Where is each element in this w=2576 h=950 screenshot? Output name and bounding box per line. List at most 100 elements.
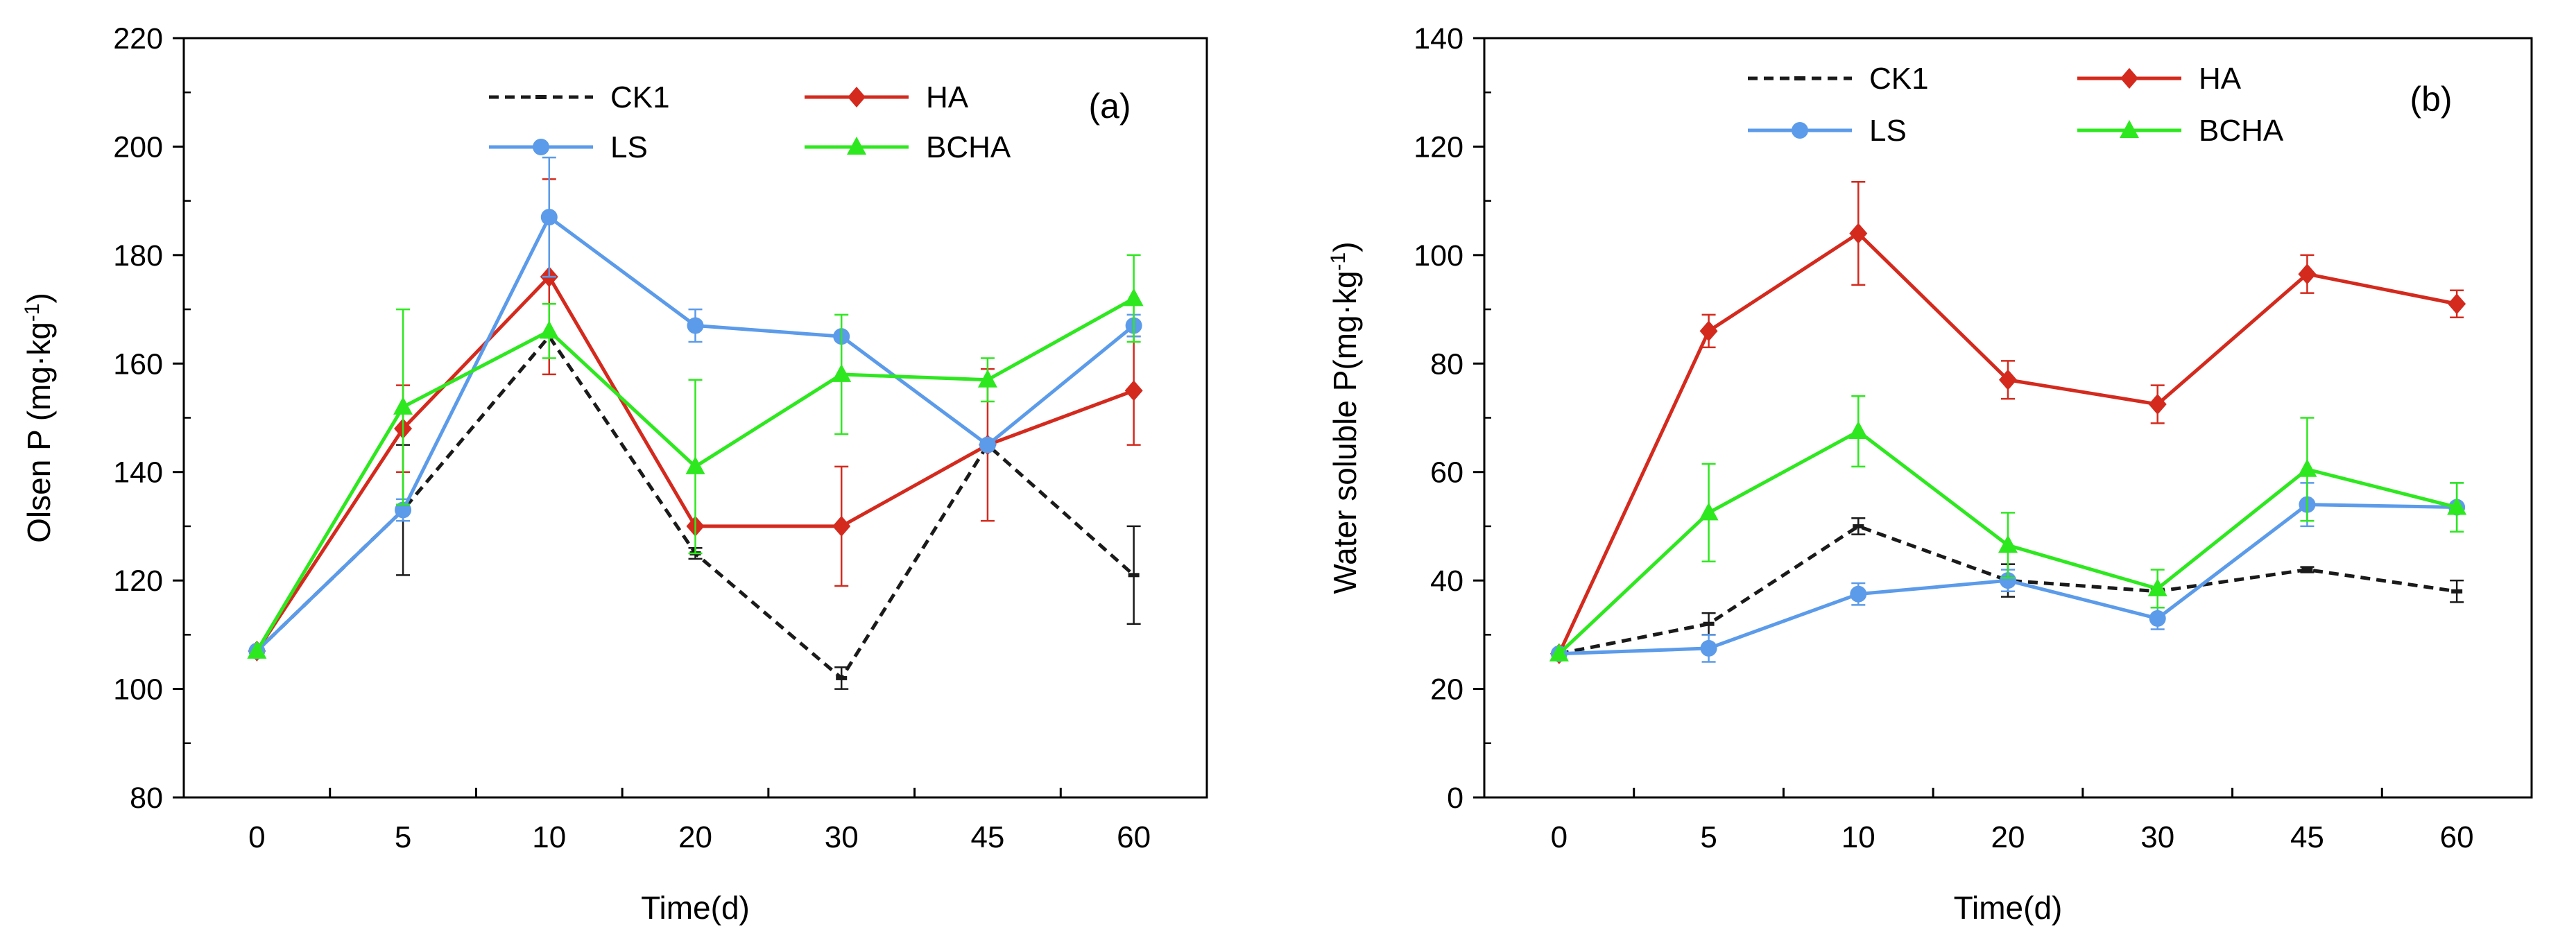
panel-label: (a) bbox=[1088, 87, 1131, 126]
data-point bbox=[2451, 589, 2463, 594]
data-point bbox=[2297, 458, 2317, 477]
data-point bbox=[977, 369, 997, 388]
data-point bbox=[2147, 578, 2167, 596]
data-point bbox=[1699, 502, 1719, 521]
y-tick-label: 80 bbox=[1430, 347, 1463, 381]
legend-label: BCHA bbox=[926, 130, 1011, 164]
data-point bbox=[1850, 585, 1867, 603]
panel-label: (b) bbox=[2410, 80, 2452, 119]
y-axis-title: Olsen P (mg·kg-1) bbox=[21, 293, 57, 543]
legend-label: LS bbox=[1869, 114, 1907, 148]
x-tick-label: 30 bbox=[2140, 820, 2174, 854]
y-axis-title-main: Water soluble P(mg·kg bbox=[1327, 270, 1363, 594]
data-point bbox=[2149, 610, 2166, 627]
chart-b: 0 20 40 60 80 100 120 140 0 5 10 20 30 45 60 Time(d) Wat… bbox=[1327, 22, 2533, 926]
data-point bbox=[2301, 567, 2313, 572]
x-tick-label: 0 bbox=[1551, 820, 1568, 854]
legend-marker bbox=[1794, 76, 1805, 80]
data-point bbox=[832, 363, 852, 382]
y-tick-label: 180 bbox=[113, 239, 163, 273]
data-point bbox=[539, 320, 559, 339]
data-point bbox=[2000, 572, 2016, 589]
plot-frame bbox=[1483, 37, 2533, 799]
data-point bbox=[979, 436, 996, 454]
data-point bbox=[1998, 535, 2018, 553]
data-point bbox=[685, 456, 705, 474]
y-tick-label: 100 bbox=[113, 673, 163, 707]
x-tick-label: 45 bbox=[970, 820, 1004, 854]
x-tick-label: 10 bbox=[1841, 820, 1875, 854]
data-point bbox=[1124, 380, 1143, 401]
y-tick-label: 200 bbox=[113, 130, 163, 164]
series-bcha bbox=[247, 254, 1144, 659]
legend: CK1 HA LS BCHA bbox=[489, 80, 1011, 164]
data-point bbox=[1853, 524, 1864, 528]
x-axis-title: Time(d) bbox=[1954, 890, 2063, 926]
data-point bbox=[2447, 496, 2467, 515]
data-point bbox=[1549, 643, 1569, 662]
legend-label: CK1 bbox=[1869, 62, 1929, 96]
legend-marker bbox=[848, 87, 866, 107]
legend-marker bbox=[535, 95, 547, 99]
x-tick-label: 30 bbox=[825, 820, 859, 854]
y-tick-label: 120 bbox=[113, 564, 163, 598]
legend-marker bbox=[2120, 120, 2139, 138]
legend-label: LS bbox=[610, 130, 648, 164]
y-tick-label: 120 bbox=[1414, 130, 1463, 164]
legend-marker bbox=[1792, 122, 1808, 139]
data-point bbox=[2148, 393, 2167, 415]
data-point bbox=[687, 317, 704, 334]
legend-label: HA bbox=[2199, 62, 2242, 96]
y-axis-title-superscript: -1 bbox=[1327, 252, 1350, 271]
x-axis-title: Time(d) bbox=[641, 890, 750, 926]
x-tick-label: 20 bbox=[678, 820, 712, 854]
data-point bbox=[540, 209, 558, 226]
y-axis-title: Water soluble P(mg·kg-1) bbox=[1327, 241, 1363, 594]
data-point bbox=[1699, 320, 1718, 342]
series-ls bbox=[248, 156, 1142, 659]
x-tick-label: 10 bbox=[532, 820, 566, 854]
x-tick-label: 45 bbox=[2290, 820, 2324, 854]
legend: CK1 HA LS BCHA bbox=[1748, 62, 2284, 148]
y-axis-title-close: ) bbox=[21, 293, 57, 303]
y-axis-title-close: ) bbox=[1327, 241, 1363, 252]
data-point bbox=[1999, 369, 2017, 390]
legend-marker bbox=[847, 137, 866, 155]
series-bcha bbox=[1549, 395, 2467, 662]
y-tick-label: 160 bbox=[113, 347, 163, 381]
data-point bbox=[836, 675, 848, 680]
y-tick-label: 220 bbox=[113, 22, 163, 55]
data-point bbox=[2298, 264, 2317, 285]
x-tick-label: 20 bbox=[1991, 820, 2025, 854]
y-tick-label: 140 bbox=[113, 456, 163, 490]
y-tick-label: 100 bbox=[1414, 239, 1463, 273]
data-point bbox=[1128, 573, 1140, 578]
y-tick-label: 80 bbox=[130, 781, 163, 815]
y-tick-label: 20 bbox=[1430, 673, 1463, 707]
y-axis-title-superscript: -1 bbox=[21, 303, 44, 322]
data-point bbox=[393, 396, 413, 415]
x-tick-label: 60 bbox=[1117, 820, 1151, 854]
x-tick-label: 5 bbox=[1700, 820, 1717, 854]
y-tick-label: 0 bbox=[1447, 781, 1463, 815]
data-point bbox=[2448, 293, 2466, 315]
data-point bbox=[1700, 639, 1717, 657]
y-axis-title-main: Olsen P (mg·kg bbox=[21, 322, 57, 543]
legend-marker bbox=[533, 139, 549, 155]
x-tick-label: 0 bbox=[248, 820, 265, 854]
y-tick-label: 140 bbox=[1414, 22, 1463, 55]
data-point bbox=[395, 501, 412, 519]
data-point bbox=[1848, 421, 1869, 440]
data-point bbox=[1124, 288, 1144, 306]
y-tick-label: 40 bbox=[1430, 564, 1463, 598]
legend-label: HA bbox=[926, 80, 969, 114]
legend-label: CK1 bbox=[610, 80, 670, 114]
data-point bbox=[247, 640, 267, 659]
data-point bbox=[1703, 621, 1715, 626]
x-tick-label: 5 bbox=[395, 820, 411, 854]
legend-label: BCHA bbox=[2199, 114, 2284, 148]
legend-marker bbox=[2120, 68, 2138, 89]
chart-a: 80 100 120 140 160 180 200 220 0 5 10 20 30 45 60 Time(… bbox=[21, 22, 1208, 926]
data-point bbox=[1849, 223, 1868, 244]
